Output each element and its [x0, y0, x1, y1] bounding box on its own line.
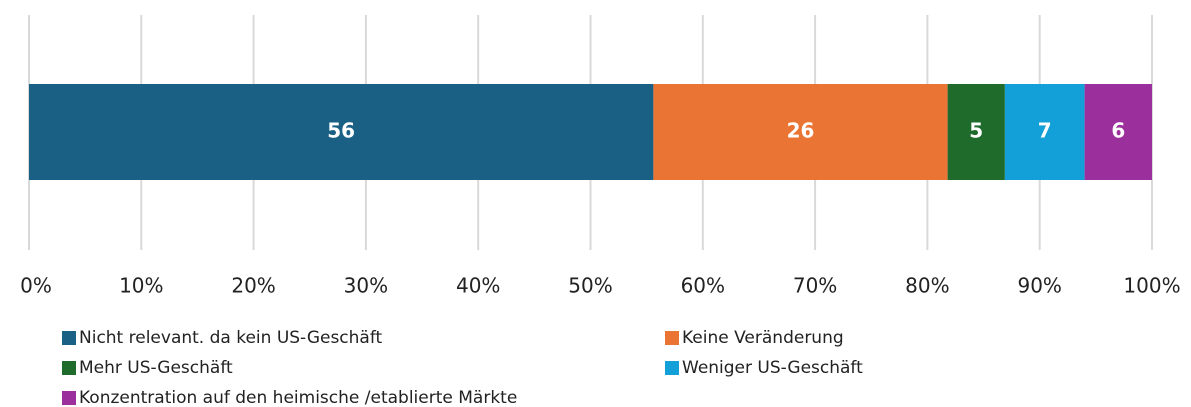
bar-segment [653, 84, 948, 180]
x-tick-label: 80% [905, 274, 949, 298]
x-tick-label: 10% [119, 274, 163, 298]
x-tick-label: 70% [793, 274, 837, 298]
legend-label: Konzentration auf den heimische /etablie… [79, 388, 517, 407]
x-tick-label: 60% [681, 274, 725, 298]
legend-swatch [665, 331, 679, 345]
legend-label: Keine Veränderung [682, 328, 844, 348]
bar-segment [29, 84, 654, 180]
data-label: 6 [1111, 119, 1125, 143]
x-tick-label: 90% [1017, 274, 1061, 298]
data-label: 26 [787, 119, 815, 143]
legend-swatch [62, 391, 76, 405]
bar-segment [947, 84, 1005, 180]
x-tick-label: 20% [231, 274, 275, 298]
legend-swatch [665, 361, 679, 375]
x-tick-label: 30% [344, 274, 388, 298]
legend-swatch [62, 361, 76, 375]
legend-label: Nicht relevant. da kein US-Geschäft [79, 328, 383, 348]
bar-segment [1084, 84, 1152, 180]
data-label: 56 [327, 119, 355, 143]
x-tick-label: 0% [20, 274, 52, 298]
data-label: 5 [969, 119, 983, 143]
x-tick-label: 40% [456, 274, 500, 298]
x-tick-label: 50% [568, 274, 612, 298]
legend-label: Weniger US-Geschäft [682, 358, 863, 378]
legend-swatch [62, 331, 76, 345]
bar-segment [1004, 84, 1085, 180]
x-tick-label: 100% [1123, 274, 1180, 298]
legend-label: Mehr US-Geschäft [79, 358, 233, 378]
data-label: 7 [1038, 119, 1052, 143]
